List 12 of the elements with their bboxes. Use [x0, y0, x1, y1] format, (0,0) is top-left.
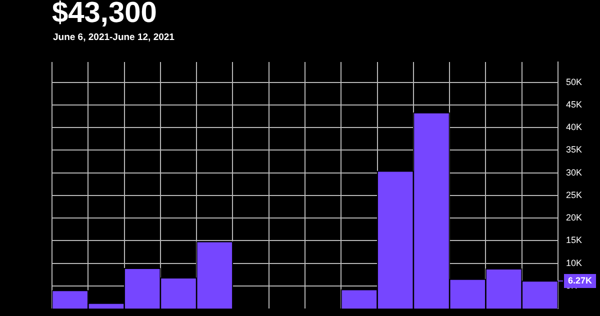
y-tick-label: 30K	[566, 167, 582, 178]
y-tick-label: 45K	[566, 99, 582, 110]
text: 6.27K	[568, 275, 593, 286]
y-tick-label: 25K	[566, 190, 582, 200]
chart-subtitle: June 6, 2021-June 12, 2021	[53, 32, 174, 43]
y-tick-label: 20K	[566, 212, 582, 223]
y-tick-label: 40K	[566, 122, 582, 132]
chart-title: $43,300	[52, 0, 157, 30]
y-tick-label: 10K	[566, 258, 582, 268]
y-tick-label: 50K	[566, 76, 582, 87]
y-tick-label: 35K	[566, 144, 582, 155]
y-tick-label: 15K	[566, 235, 582, 246]
